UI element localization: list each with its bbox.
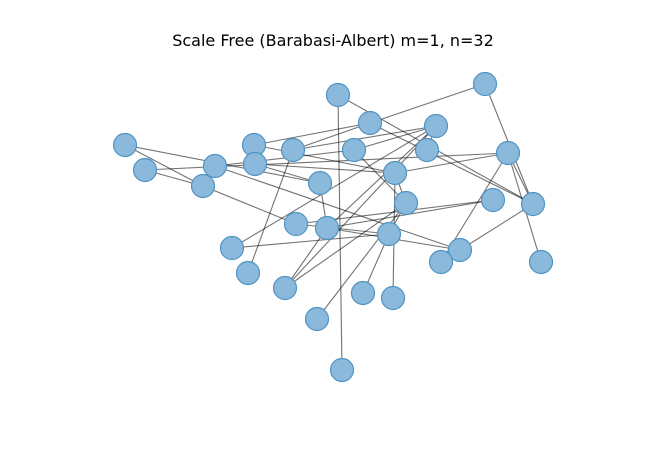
graph-node [414,137,440,163]
graph-node [112,132,138,158]
graph-edge [124,144,204,187]
graph-edge [284,202,407,289]
graph-edge [292,122,371,151]
graph-node [357,110,383,136]
graph-node [520,191,546,217]
graph-edge [144,152,509,171]
graph-node [132,157,158,183]
graph-edge [369,83,486,124]
graph-edge [214,165,461,251]
graph-node [314,215,340,241]
graph-node [472,71,498,97]
graph-edge [254,163,396,174]
graph-node [380,285,406,311]
graph-edge [353,125,437,151]
graph-node [480,187,506,213]
graph-edge [295,223,390,235]
graph-edge [337,94,343,371]
graph-node [393,190,419,216]
graph-node [528,249,554,275]
graph-node [235,260,261,286]
graph-edge [247,149,294,274]
graph-node [341,137,367,163]
graph-node [428,249,454,275]
graph-node [382,160,408,186]
graph-node [280,137,306,163]
graph-edge [231,233,390,249]
graph-node [304,306,330,332]
graph-node [219,235,245,261]
graph-nodes [112,71,554,383]
graph-node [329,357,355,383]
graph-edge [353,149,407,204]
graph-node [272,275,298,301]
graph-node [190,173,216,199]
graph-node [495,140,521,166]
graph-node [242,151,268,177]
graph-title: Scale Free (Barabasi-Albert) m=1, n=32 [172,31,494,50]
graph-node [307,170,333,196]
graph-edge [394,152,509,174]
graph-node [350,280,376,306]
graph-edge [202,185,297,225]
graph-edge [292,125,437,151]
graph-edge [253,122,371,146]
graph-node [423,113,449,139]
graph-edge [231,125,437,249]
graph-edge [459,203,534,251]
graph-edge [284,227,328,289]
graph-node [447,237,473,263]
graph-edge [284,125,437,289]
graph-node [202,153,228,179]
graph-node [325,82,351,108]
graph-node [376,221,402,247]
graph-node [283,211,309,237]
